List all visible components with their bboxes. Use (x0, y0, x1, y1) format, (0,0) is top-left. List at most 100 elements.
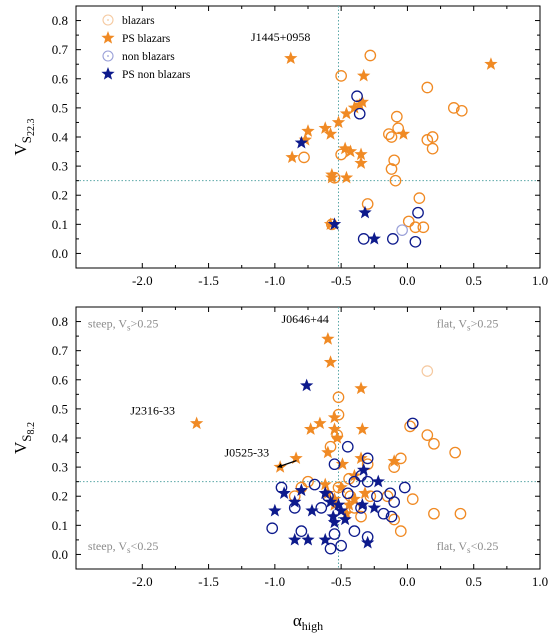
data-point-blazar-circle (302, 475, 314, 488)
x-axis-title-sub: high (302, 619, 323, 633)
y-tick-label: 0.1 (52, 217, 68, 232)
y-tick-label: 0.5 (52, 100, 68, 115)
data-point-nonblazar-star (294, 483, 309, 497)
legend-marker (101, 31, 115, 44)
y-tick-label: 0.0 (52, 246, 68, 261)
data-point-nonblazar-star (288, 532, 302, 546)
data-point-blazar-circle (388, 154, 401, 167)
data-point-nonblazar-star (294, 135, 309, 149)
y-tick-label: 0.6 (52, 71, 69, 86)
data-point-blazar-star (354, 451, 368, 465)
data-point-nonblazar-star (300, 378, 314, 392)
data-point-blazar-circle (355, 510, 367, 523)
data-point-blazar-star (335, 457, 350, 470)
x-tick-label: 0.0 (399, 273, 415, 288)
data-point-blazar-star (355, 95, 370, 108)
data-point-blazar-circle (394, 525, 407, 538)
data-point-nonblazar-star (367, 231, 381, 245)
data-point-nonblazar-star (338, 512, 352, 526)
x-tick-label: -1.0 (265, 574, 286, 589)
y-tick-label: 0.3 (52, 460, 68, 475)
data-point-nonblazar-circle (386, 233, 399, 245)
data-point-blazar-star (484, 57, 498, 70)
plot-frame (75, 5, 541, 269)
data-point-nonblazar-circle (295, 525, 308, 538)
quadrant-label-tail: <0.25 (471, 539, 499, 553)
data-point-nonblazar-star (323, 495, 338, 508)
y-tick-label: 0.0 (52, 547, 68, 562)
y-tick-label: 0.2 (52, 489, 68, 504)
data-point-nonblazar-star (367, 500, 381, 514)
data-point-blazar-star (303, 422, 318, 435)
data-point-nonblazar-star (355, 497, 370, 511)
data-point-blazar-star (347, 492, 362, 505)
data-point-nonblazar-star (301, 532, 315, 546)
data-point-blazar-star (387, 454, 401, 467)
legend-marker (101, 67, 115, 80)
data-point-blazar-star (301, 124, 315, 137)
data-point-blazar-star (318, 121, 332, 134)
x-tick-label: -1.5 (198, 574, 219, 589)
data-point-blazar-star (353, 97, 367, 111)
x-tick-label: 1.0 (532, 574, 548, 589)
data-point-blazar-star (347, 468, 362, 482)
data-point-blazar-star (289, 451, 303, 465)
data-point-blazar-circle (383, 128, 395, 140)
data-point-blazar-circle (421, 81, 434, 94)
data-point-nonblazar-circle (361, 475, 374, 488)
data-point-nonblazar-star (288, 495, 302, 508)
data-point-blazar-star (331, 115, 346, 129)
data-point-blazar-star (325, 170, 339, 184)
y-tick-label: 0.3 (52, 159, 68, 174)
data-point-blazar-circle (388, 513, 401, 526)
data-point-nonblazar-circle (385, 510, 398, 523)
data-point-blazar-star (347, 100, 362, 114)
data-point-blazar-star (339, 506, 354, 520)
data-point-blazar-circle (428, 507, 440, 520)
x-tick-label: -0.5 (331, 574, 352, 589)
quadrant-label: flat, Vs<0.25 (437, 539, 499, 555)
data-point-blazar-star (321, 445, 335, 459)
quadrant-label-tail: >0.25 (131, 316, 159, 330)
quadrant-label-sub: s (467, 322, 471, 332)
x-tick-label: 0.0 (399, 574, 415, 589)
data-point-blazar-star (298, 132, 313, 146)
y-tick-label: 0.7 (52, 42, 69, 57)
data-point-blazar-star (357, 68, 371, 82)
y-tick-label: 0.2 (52, 188, 68, 203)
annotation-arrowhead (277, 463, 283, 468)
plot-frame (75, 306, 541, 570)
data-point-blazar-star (358, 486, 372, 499)
data-point-nonblazar-star (361, 535, 375, 549)
y-axis-title-sub: S (19, 434, 34, 441)
data-point-blazar-circle-light (421, 365, 434, 377)
quadrant-label-sub: s (127, 545, 131, 555)
data-point-blazar-circle (421, 134, 434, 146)
quadrant-label: steep, Vs<0.25 (88, 539, 158, 555)
quadrant-label-main: flat, V (437, 316, 468, 330)
data-point-blazar-star (334, 480, 348, 494)
data-point-blazar-star (342, 497, 356, 511)
data-point-nonblazar-star (318, 532, 332, 546)
data-point-blazar-circle (389, 174, 402, 187)
y-axis-title: VS8.2 (11, 422, 37, 454)
annotation-label: J0646+44 (281, 312, 328, 326)
data-point-blazar-circle (332, 391, 345, 404)
annotation-label: J0525-33 (224, 446, 269, 460)
y-axis-title-main: V (11, 143, 30, 156)
x-tick-label: 0.5 (466, 574, 482, 589)
y-axis-title-subsub: 8.2 (26, 422, 37, 435)
data-point-nonblazar-star (358, 205, 372, 219)
data-point-blazar-star (339, 106, 354, 120)
data-point-blazar-star (285, 150, 299, 164)
data-point-nonblazar-circle (371, 490, 383, 503)
data-point-nonblazar-star (326, 509, 340, 523)
panel-bottom: -2.0 -1.5 -1.0 -0.5 0.0 0.5 1.0 0.0 0.1 0.2 0.3 0.4… (11, 306, 548, 633)
y-tick-label: 0.4 (52, 130, 69, 145)
data-point-nonblazar-circle-light (396, 224, 408, 236)
quadrant-label-main: steep, V (88, 539, 127, 553)
data-point-blazar-star (323, 355, 338, 368)
data-point-nonblazar-circle (308, 478, 321, 491)
quadrant-label: flat, Vs>0.25 (437, 316, 499, 332)
